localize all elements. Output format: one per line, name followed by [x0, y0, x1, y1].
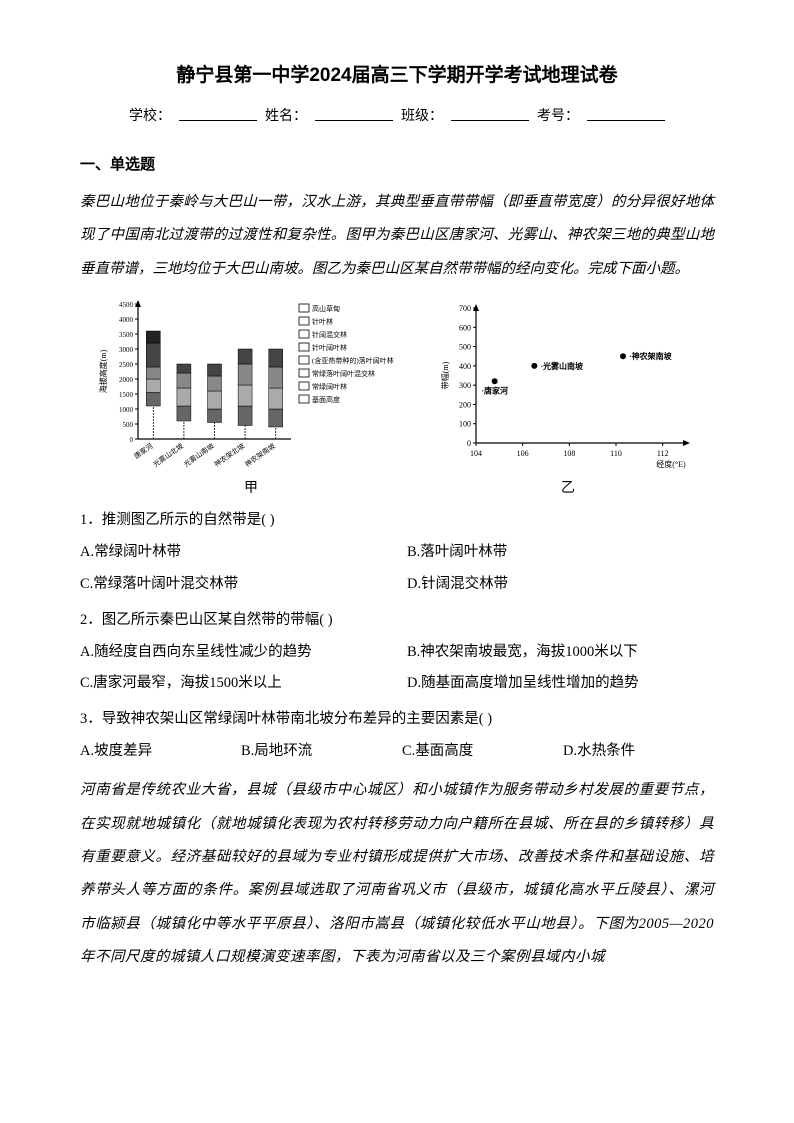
chart-jia: 0 500 1000 1500 2000 2500 3000 3500 4000 4500 海拔高度…	[96, 296, 406, 471]
figure-jia: 0 500 1000 1500 2000 2500 3000 3500 4000 4500 海拔高度…	[96, 296, 406, 497]
q1-opt-a[interactable]: A.常绿阔叶林带	[80, 537, 387, 569]
figure-yi-label: 乙	[561, 477, 575, 497]
header-fields: 学校： 姓名： 班级： 考号：	[80, 105, 714, 125]
blank-school[interactable]	[179, 105, 257, 121]
svg-text:400: 400	[459, 362, 471, 371]
label-class: 班级：	[401, 105, 443, 125]
label-examno: 考号：	[537, 105, 579, 125]
svg-text:500: 500	[123, 421, 134, 429]
svg-text:108: 108	[563, 449, 575, 458]
q3-opt-c[interactable]: C.基面高度	[402, 736, 553, 768]
svg-text:光雾山北坡: 光雾山北坡	[151, 441, 185, 468]
svg-text:针阔混交林: 针阔混交林	[312, 330, 347, 339]
svg-text:高山草甸: 高山草甸	[312, 304, 340, 313]
svg-text:4500: 4500	[119, 301, 134, 309]
svg-text:104: 104	[470, 449, 482, 458]
svg-text:4000: 4000	[119, 316, 134, 324]
svg-text:带幅(m): 带幅(m)	[440, 361, 450, 389]
svg-text:唐家河: 唐家河	[132, 441, 154, 460]
svg-text:1500: 1500	[119, 391, 134, 399]
svg-text:2000: 2000	[119, 376, 134, 384]
svg-text:·光雾山南坡: ·光雾山南坡	[540, 361, 584, 371]
svg-text:(含亚热带种的)落叶阔叶林: (含亚热带种的)落叶阔叶林	[312, 356, 394, 365]
svg-text:基面高度: 基面高度	[312, 395, 340, 404]
svg-text:100: 100	[459, 420, 471, 429]
q2-opt-a[interactable]: A.随经度自西向东呈线性减少的趋势	[80, 637, 387, 669]
svg-text:光雾山南坡: 光雾山南坡	[182, 441, 216, 468]
q3-opt-b[interactable]: B.局地环流	[241, 736, 392, 768]
blank-examno[interactable]	[587, 105, 665, 121]
q1-opt-c[interactable]: C.常绿落叶阔叶混交林带	[80, 569, 387, 601]
q2-opt-c[interactable]: C.唐家河最窄，海拔1500米以上	[80, 668, 387, 700]
svg-text:700: 700	[459, 304, 471, 313]
svg-text:3500: 3500	[119, 331, 134, 339]
svg-text:·神农架南坡: ·神农架南坡	[629, 351, 673, 361]
figure-yi: 0 100 200 300 400 500 600 700 104 106 108 110 112 带幅(…	[438, 296, 698, 497]
q3-stem: 3．导致神农架山区常绿阔叶林带南北坡分布差异的主要因素是( )	[80, 704, 714, 736]
chart-yi: 0 100 200 300 400 500 600 700 104 106 108 110 112 带幅(…	[438, 296, 698, 471]
q3-opt-a[interactable]: A.坡度差异	[80, 736, 231, 768]
passage-1: 秦巴山地位于秦岭与大巴山一带，汉水上游，其典型垂直带带幅（即垂直带宽度）的分异很…	[80, 186, 714, 286]
svg-text:海拔高度(m): 海拔高度(m)	[98, 349, 108, 393]
svg-text:神农架南坡: 神农架南坡	[243, 441, 277, 468]
q1-stem: 1．推测图乙所示的自然带是( )	[80, 505, 714, 537]
question-2: 2．图乙所示秦巴山区某自然带的带幅( ) A.随经度自西向东呈线性减少的趋势 B…	[80, 605, 714, 701]
passage-2: 河南省是传统农业大省，县城（县级市中心城区）和小城镇作为服务带动乡村发展的重要节…	[80, 774, 714, 974]
svg-text:常绿阔叶林: 常绿阔叶林	[312, 382, 347, 391]
svg-text:112: 112	[657, 449, 669, 458]
svg-text:3000: 3000	[119, 346, 134, 354]
figures-row: 050010001500200025003000350040004500海拔高度…	[80, 296, 714, 497]
svg-text:600: 600	[459, 323, 471, 332]
q2-opt-b[interactable]: B.神农架南坡最宽，海拔1000米以下	[407, 637, 714, 669]
section-header: 一、单选题	[80, 153, 714, 174]
svg-text:针叶阔叶林: 针叶阔叶林	[312, 343, 347, 352]
svg-text:0: 0	[467, 439, 471, 448]
blank-class[interactable]	[451, 105, 529, 121]
blank-name[interactable]	[315, 105, 393, 121]
svg-text:常绿落叶阔叶混交林: 常绿落叶阔叶混交林	[312, 369, 375, 378]
svg-text:2500: 2500	[119, 361, 134, 369]
svg-text:110: 110	[610, 449, 622, 458]
q1-opt-b[interactable]: B.落叶阔叶林带	[407, 537, 714, 569]
svg-text:神农架北坡: 神农架北坡	[212, 441, 246, 468]
page-title: 静宁县第一中学2024届高三下学期开学考试地理试卷	[80, 60, 714, 87]
question-3: 3．导致神农架山区常绿阔叶林带南北坡分布差异的主要因素是( ) A.坡度差异 B…	[80, 704, 714, 768]
label-name: 姓名：	[265, 105, 307, 125]
question-1: 1．推测图乙所示的自然带是( ) A.常绿阔叶林带 B.落叶阔叶林带 C.常绿落…	[80, 505, 714, 601]
q1-opt-d[interactable]: D.针阔混交林带	[407, 569, 714, 601]
svg-text:106: 106	[517, 449, 529, 458]
label-school: 学校：	[129, 105, 171, 125]
svg-text:0: 0	[130, 436, 134, 444]
q2-opt-d[interactable]: D.随基面高度增加呈线性增加的趋势	[407, 668, 714, 700]
q2-stem: 2．图乙所示秦巴山区某自然带的带幅( )	[80, 605, 714, 637]
svg-text:经度(°E): 经度(°E)	[656, 459, 686, 469]
q3-opt-d[interactable]: D.水热条件	[563, 736, 714, 768]
svg-text:500: 500	[459, 343, 471, 352]
figure-jia-label: 甲	[244, 477, 258, 497]
svg-text:针叶林: 针叶林	[312, 317, 333, 326]
svg-text:1000: 1000	[119, 406, 134, 414]
svg-text:300: 300	[459, 381, 471, 390]
svg-text:200: 200	[459, 400, 471, 409]
svg-text:·唐家河: ·唐家河	[481, 385, 508, 395]
